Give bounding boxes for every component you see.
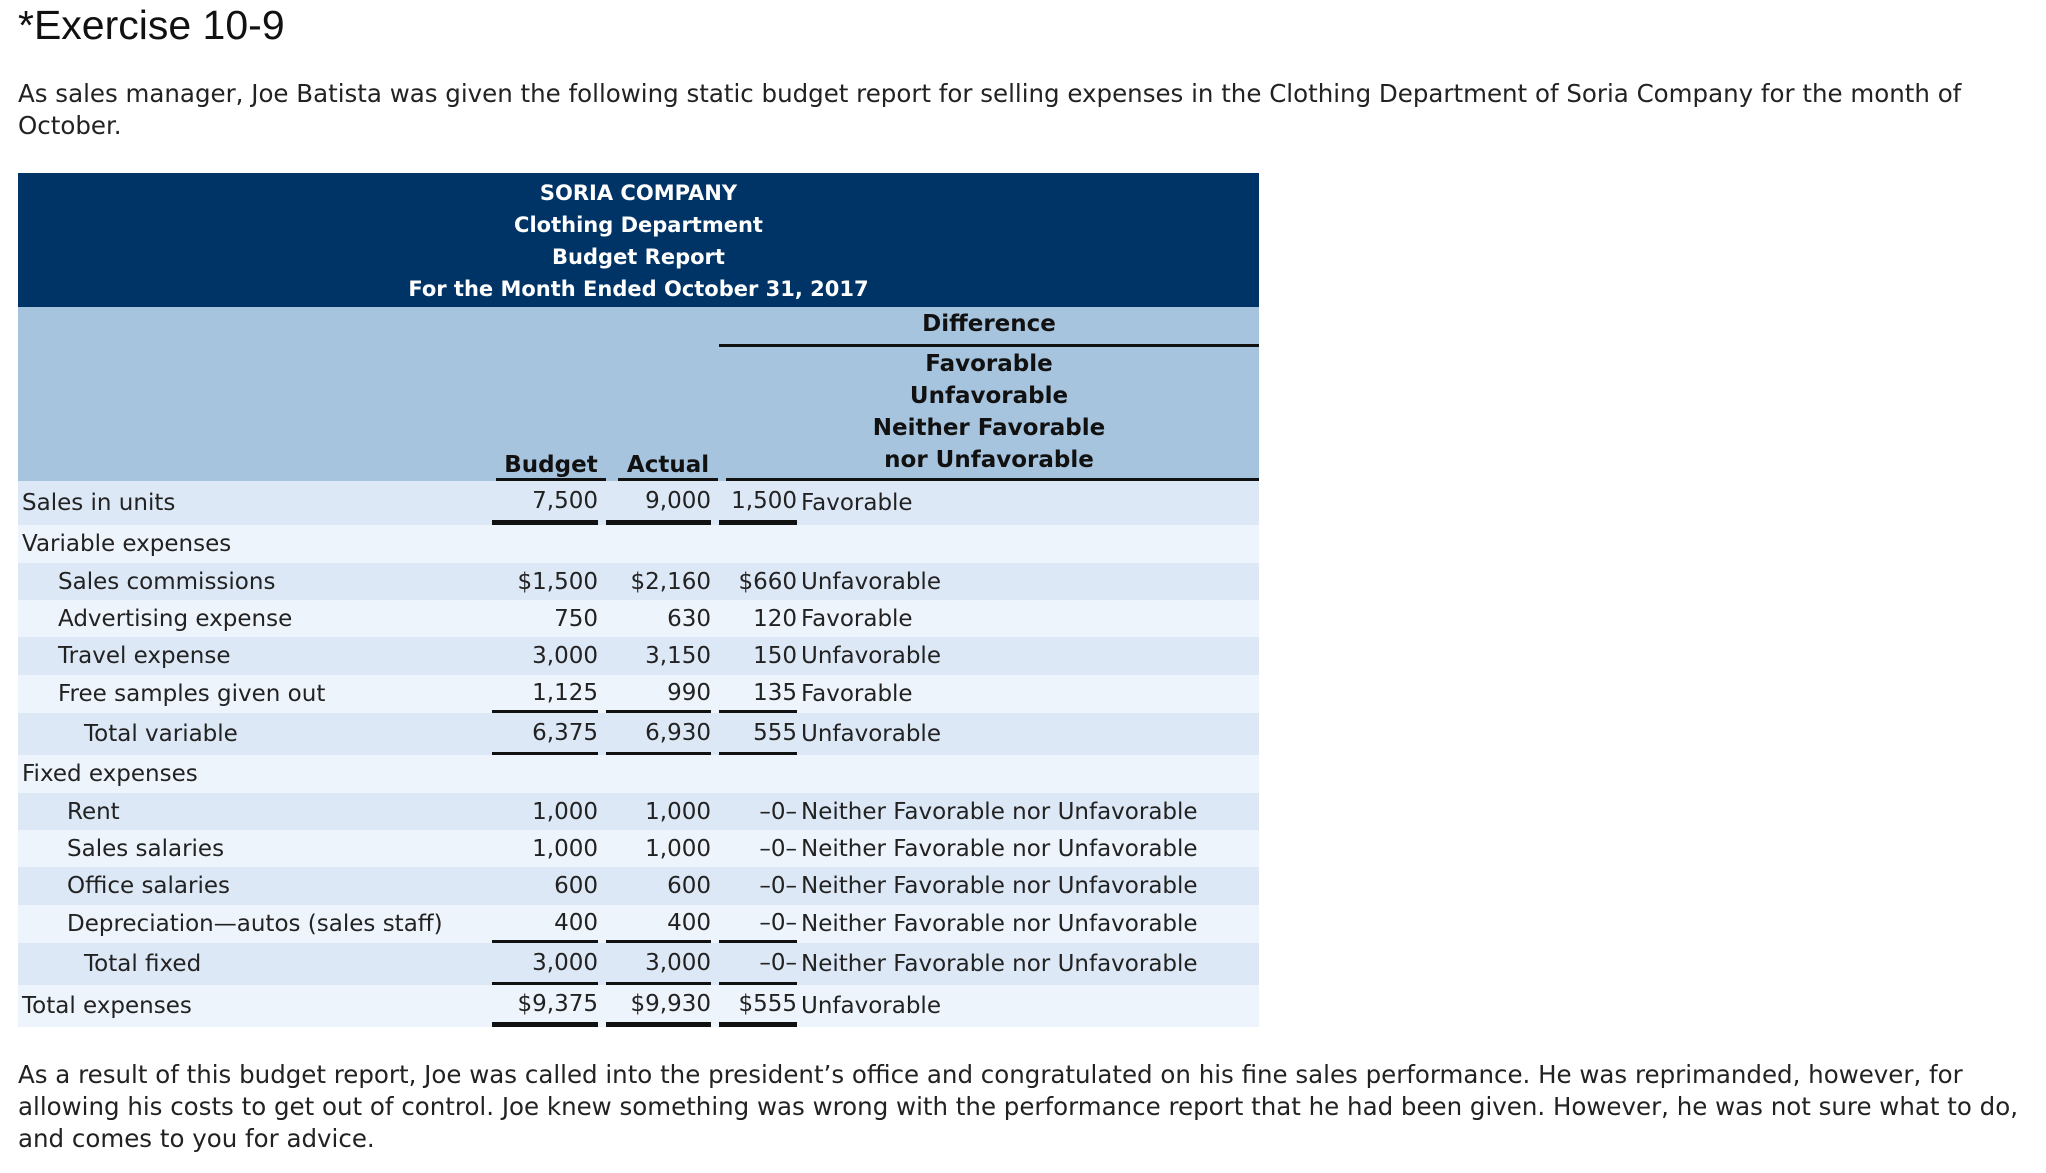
budget-value: 6,375	[492, 713, 598, 755]
difference-option: Favorable	[925, 351, 1053, 377]
difference-result: Favorable	[801, 605, 913, 632]
actual-value: 3,000	[606, 943, 711, 985]
actual-value: 400	[606, 905, 711, 943]
row-label: Rent	[67, 798, 120, 825]
difference-result: Favorable	[801, 681, 913, 707]
difference-value: 120	[753, 605, 797, 632]
budget-report-table: SORIA COMPANY Clothing Department Budget…	[18, 173, 1259, 1027]
difference-value: 1,500	[719, 481, 797, 525]
difference-result: Unfavorable	[801, 721, 941, 747]
row-label: Travel expense	[58, 643, 231, 669]
report-period: For the Month Ended October 31, 2017	[408, 277, 869, 301]
table-row: Free samples given out 1,125 990 135 Favorab…	[18, 675, 1259, 713]
difference-value: –0–	[759, 798, 797, 825]
row-label: Advertising expense	[58, 605, 293, 632]
difference-value: $555	[719, 985, 797, 1027]
actual-value: 1,000	[645, 798, 711, 825]
difference-option: Neither Favorable	[872, 415, 1106, 441]
actual-value: 1,000	[645, 835, 711, 862]
row-label: Office salaries	[67, 873, 230, 899]
budget-column-header: Budget	[496, 452, 606, 481]
row-label: Fixed expenses	[22, 761, 198, 787]
difference-result: Neither Favorable nor Unfavorable	[801, 911, 1198, 937]
row-label: Sales in units	[22, 490, 176, 516]
table-row: Depreciation—autos (sales staff) 400 400 –0…	[18, 905, 1259, 943]
budget-value: 1,000	[532, 798, 598, 825]
difference-value: –0–	[719, 943, 797, 985]
difference-option: nor Unfavorable	[884, 447, 1094, 473]
company-name: SORIA COMPANY	[539, 181, 738, 205]
table-row: Sales in units 7,500 9,000 1,500 Favorable	[18, 481, 1259, 525]
difference-value: 150	[753, 643, 797, 669]
table-row: Sales salaries 1,000 1,000 –0– Neither Favor…	[18, 830, 1259, 867]
actual-value: 600	[667, 873, 711, 899]
row-label: Total fixed	[84, 951, 202, 977]
actual-value: $2,160	[630, 568, 711, 595]
difference-value: 555	[719, 713, 797, 755]
difference-value: –0–	[759, 873, 797, 899]
budget-value: 1,000	[532, 835, 598, 862]
department-name: Clothing Department	[514, 213, 763, 237]
difference-value: 135	[719, 675, 797, 713]
report-header: SORIA COMPANY Clothing Department Budget…	[18, 173, 1259, 307]
difference-result: Neither Favorable nor Unfavorable	[801, 873, 1198, 899]
row-label: Total expenses	[22, 993, 192, 1019]
row-label: Variable expenses	[22, 531, 232, 557]
report-rows: Sales in units 7,500 9,000 1,500 Favorable Va…	[18, 481, 1259, 1027]
column-headers: Difference Favorable Unfavorable Neither…	[18, 307, 1259, 481]
actual-value: 990	[606, 675, 711, 713]
difference-value: –0–	[759, 835, 797, 862]
row-label: Depreciation—autos (sales staff)	[67, 911, 443, 937]
row-label: Sales salaries	[67, 835, 225, 862]
difference-value: –0–	[719, 905, 797, 943]
budget-value: $9,375	[492, 985, 598, 1027]
budget-value: 7,500	[492, 481, 598, 525]
budget-value: 750	[554, 605, 598, 632]
actual-value: 630	[667, 605, 711, 632]
table-row: Total expenses $9,375 $9,930 $555 Unfavorabl…	[18, 985, 1259, 1027]
budget-value: 600	[554, 873, 598, 899]
difference-result: Unfavorable	[801, 568, 941, 595]
budget-value: $1,500	[517, 568, 598, 595]
budget-value: 400	[492, 905, 598, 943]
exercise-title: *Exercise 10-9	[18, 2, 285, 48]
difference-option: Unfavorable	[909, 383, 1069, 409]
table-row: Total variable 6,375 6,930 555 Unfavorable	[18, 713, 1259, 755]
actual-value: 3,150	[645, 643, 711, 669]
report-name: Budget Report	[552, 245, 725, 269]
table-row: Sales commissions $1,500 $2,160 $660 Unfavor…	[18, 563, 1259, 600]
table-row: Office salaries 600 600 –0– Neither Favorabl…	[18, 867, 1259, 905]
row-label: Total variable	[84, 721, 238, 747]
difference-divider	[719, 344, 1259, 347]
budget-value: 1,125	[492, 675, 598, 713]
table-row: Rent 1,000 1,000 –0– Neither Favorable nor U…	[18, 793, 1259, 830]
difference-header: Difference	[922, 311, 1056, 337]
row-label: Sales commissions	[58, 568, 276, 595]
difference-result: Neither Favorable nor Unfavorable	[801, 798, 1198, 825]
difference-underline	[726, 478, 1259, 481]
outro-paragraph: As a result of this budget report, Joe w…	[18, 1060, 2018, 1153]
table-row: Advertising expense 750 630 120 Favorable	[18, 600, 1259, 637]
difference-result: Neither Favorable nor Unfavorable	[801, 951, 1198, 977]
budget-value: 3,000	[492, 943, 598, 985]
difference-result: Unfavorable	[801, 993, 941, 1019]
actual-column-header: Actual	[618, 452, 718, 481]
budget-value: 3,000	[532, 643, 598, 669]
table-row: Fixed expenses	[18, 755, 1259, 793]
difference-value: $660	[738, 568, 797, 595]
actual-value: 9,000	[606, 481, 711, 525]
difference-result: Favorable	[801, 490, 913, 516]
table-row: Variable expenses	[18, 525, 1259, 563]
row-label: Free samples given out	[58, 681, 326, 707]
intro-paragraph: As sales manager, Joe Batista was given …	[18, 79, 1962, 140]
difference-result: Unfavorable	[801, 643, 941, 669]
actual-value: 6,930	[606, 713, 711, 755]
table-row: Travel expense 3,000 3,150 150 Unfavorable	[18, 637, 1259, 675]
difference-result: Neither Favorable nor Unfavorable	[801, 835, 1198, 862]
table-row: Total fixed 3,000 3,000 –0– Neither Favorabl…	[18, 943, 1259, 985]
actual-value: $9,930	[606, 985, 711, 1027]
